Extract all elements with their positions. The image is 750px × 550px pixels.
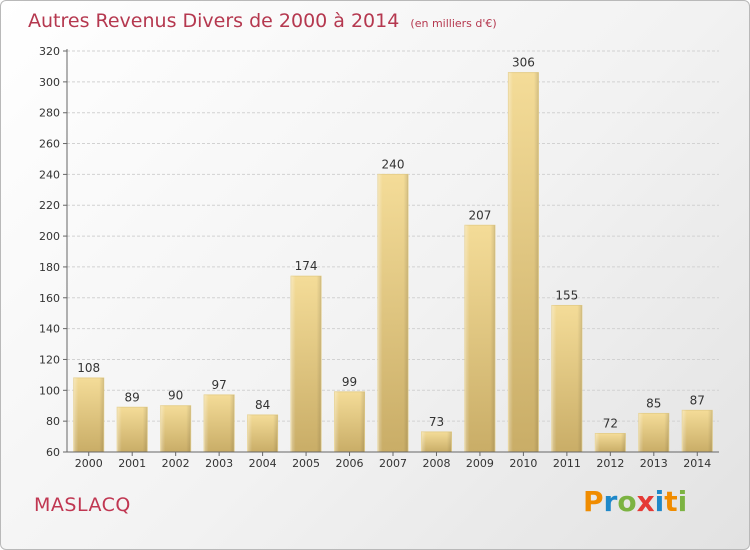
bar-shade — [334, 391, 365, 452]
bar-shade — [464, 225, 495, 452]
y-tick-label: 320 — [39, 45, 60, 58]
bar-value-label: 72 — [603, 416, 618, 430]
x-tick-label: 2007 — [379, 457, 407, 470]
y-tick-label: 120 — [39, 353, 60, 366]
logo-letter: r — [603, 485, 618, 518]
bar-value-label: 90 — [168, 389, 183, 403]
bar-value-label: 306 — [512, 56, 535, 70]
bar-shade — [291, 276, 322, 452]
proxiti-logo: Proxiti — [583, 485, 687, 518]
x-tick-label: 2006 — [336, 457, 364, 470]
bar-shade — [551, 305, 582, 452]
y-tick-label: 200 — [39, 230, 60, 243]
bar-value-label: 207 — [468, 208, 491, 222]
bar-value-label: 155 — [555, 288, 578, 302]
bar-shade — [378, 174, 408, 452]
y-tick-label: 80 — [46, 415, 60, 428]
logo-letter: P — [583, 485, 604, 518]
y-tick-label: 60 — [46, 446, 60, 459]
bar-shade — [638, 413, 669, 452]
x-tick-label: 2009 — [466, 457, 494, 470]
y-tick-label: 300 — [39, 76, 60, 89]
bar-shade — [247, 414, 278, 452]
y-tick-label: 260 — [39, 138, 60, 151]
logo-letter: o — [617, 485, 637, 518]
x-tick-label: 2014 — [683, 457, 711, 470]
x-tick-label: 2004 — [249, 457, 277, 470]
bar-shade — [508, 72, 539, 452]
x-tick-label: 2008 — [422, 457, 450, 470]
bar-value-label: 89 — [125, 390, 140, 404]
bar-shade — [204, 394, 235, 452]
bar-value-label: 73 — [429, 415, 444, 429]
logo-letter: i — [677, 485, 688, 518]
y-tick-label: 100 — [39, 384, 60, 397]
bar-value-label: 174 — [295, 259, 318, 273]
x-tick-label: 2002 — [162, 457, 190, 470]
bar-value-label: 84 — [255, 398, 270, 412]
x-tick-label: 2011 — [553, 457, 581, 470]
bar-value-label: 108 — [77, 361, 100, 375]
bar-value-label: 87 — [690, 393, 705, 407]
bar-shade — [117, 407, 148, 452]
logo-letter: x — [636, 485, 655, 518]
bar-shade — [73, 377, 104, 452]
chart-title: Autres Revenus Divers de 2000 à 2014 (en… — [28, 10, 497, 32]
bar-value-label: 240 — [382, 157, 405, 171]
bar-shade — [595, 433, 626, 452]
bar-value-label: 97 — [211, 378, 226, 392]
logo-letter: i — [654, 485, 665, 518]
y-tick-label: 180 — [39, 261, 60, 274]
bar-shade — [682, 410, 713, 452]
x-tick-label: 2013 — [640, 457, 668, 470]
chart-title-main: Autres Revenus Divers de 2000 à 2014 — [28, 10, 400, 32]
x-tick-label: 2001 — [118, 457, 146, 470]
x-tick-label: 2010 — [509, 457, 537, 470]
chart-title-unit: (en milliers d'€) — [410, 17, 497, 30]
bar-shade — [421, 431, 452, 452]
y-tick-label: 240 — [39, 168, 60, 181]
x-tick-label: 2012 — [596, 457, 624, 470]
bar-value-label: 99 — [342, 375, 357, 389]
y-tick-label: 160 — [39, 292, 60, 305]
town-name: MASLACQ — [34, 494, 131, 516]
y-tick-label: 220 — [39, 199, 60, 212]
bar-shade — [160, 405, 191, 452]
y-tick-label: 280 — [39, 107, 60, 120]
logo-letter: t — [664, 485, 678, 518]
y-tick-label: 140 — [39, 323, 60, 336]
x-tick-label: 2003 — [205, 457, 233, 470]
bar-value-label: 85 — [646, 396, 661, 410]
x-tick-label: 2000 — [75, 457, 103, 470]
x-tick-label: 2005 — [292, 457, 320, 470]
